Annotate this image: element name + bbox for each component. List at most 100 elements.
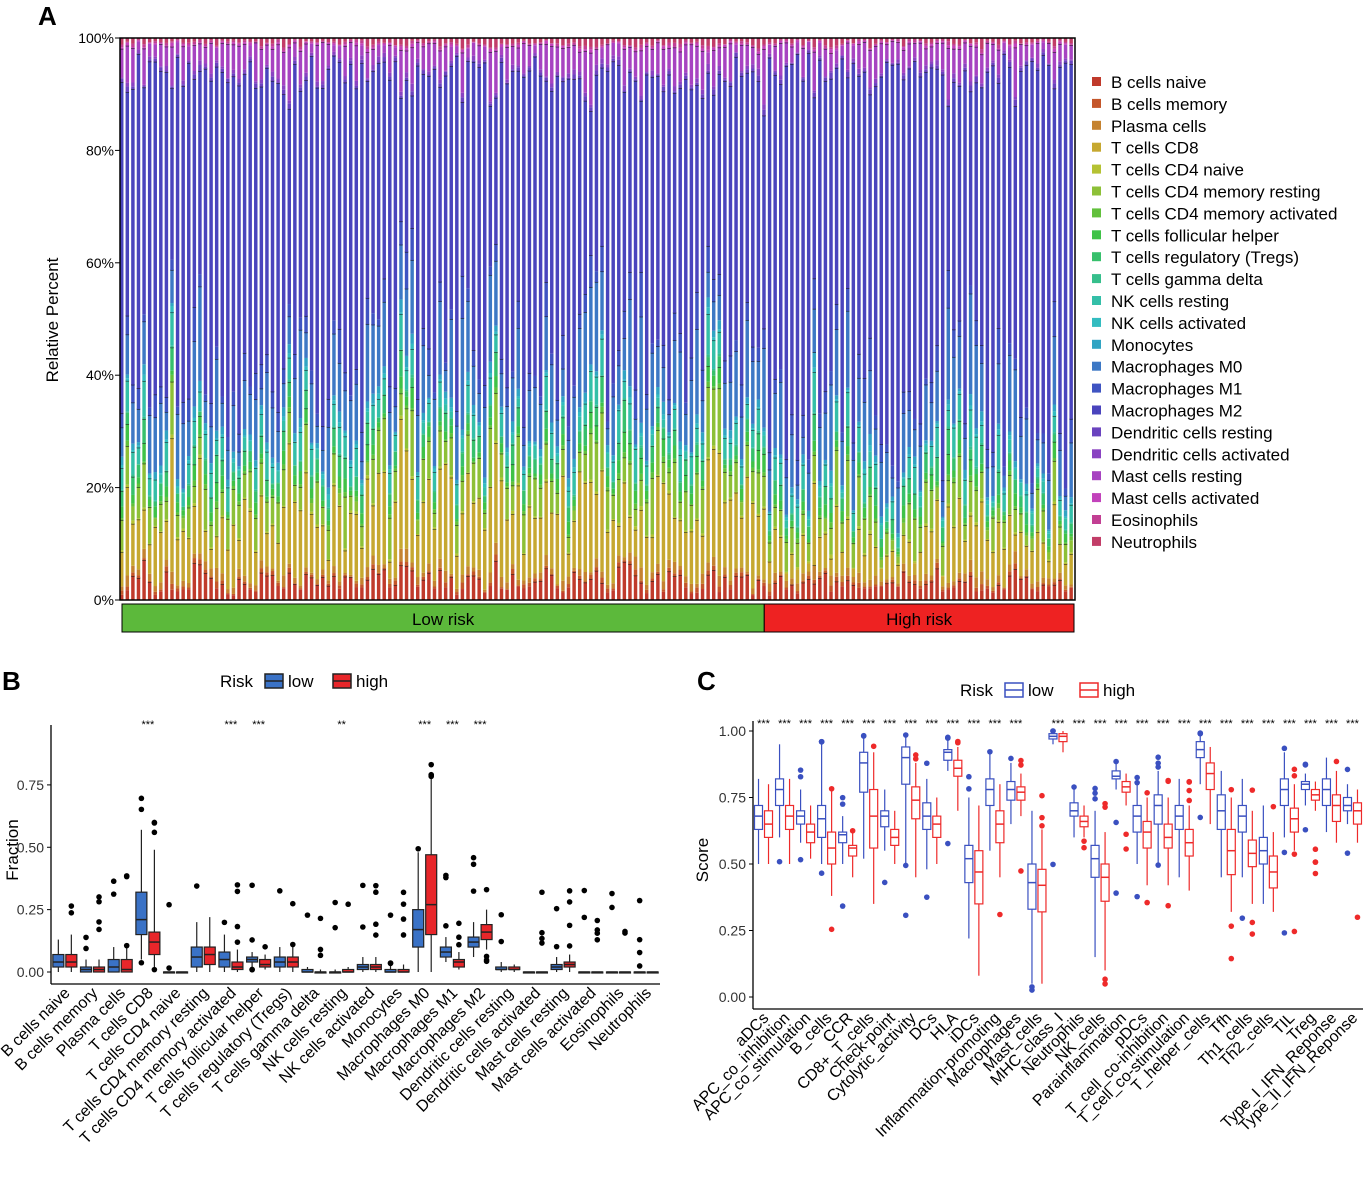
bar-segment — [281, 431, 286, 451]
bar-segment — [991, 587, 995, 591]
bar-segment — [695, 518, 699, 521]
bar-segment — [348, 395, 353, 401]
bar-segment — [672, 46, 677, 48]
bar-segment — [203, 434, 208, 459]
bar-segment — [421, 422, 426, 434]
bar-segment — [304, 332, 308, 358]
bar-segment — [896, 537, 900, 548]
bar-segment — [611, 493, 615, 496]
bar-segment — [840, 55, 844, 59]
bar-segment — [371, 427, 375, 430]
bar-segment — [656, 430, 660, 475]
bar-segment — [980, 421, 984, 426]
bar-segment — [516, 398, 520, 407]
bar-segment — [723, 38, 727, 45]
bar-segment — [801, 48, 805, 77]
bar-segment — [924, 580, 928, 585]
bar-segment — [980, 52, 984, 55]
bar-segment — [125, 92, 130, 316]
bar-segment — [700, 89, 705, 95]
bar-segment — [455, 504, 459, 506]
bar-segment — [510, 485, 515, 511]
bar-segment — [756, 81, 761, 348]
bar-segment — [460, 438, 465, 452]
bar-segment — [985, 540, 990, 580]
bar-segment — [147, 507, 152, 544]
bar-segment — [767, 595, 772, 600]
bar-segment — [896, 554, 900, 557]
bar-segment — [773, 572, 777, 581]
bar-segment — [538, 69, 543, 73]
bar-segment — [739, 488, 744, 501]
bar-segment — [717, 320, 722, 330]
bar-segment — [790, 514, 794, 521]
bar-segment — [315, 579, 319, 585]
bar-segment — [940, 520, 945, 528]
bar-segment — [706, 72, 710, 247]
bar-segment — [628, 460, 632, 464]
bar-segment — [890, 577, 895, 580]
bar-segment — [466, 38, 470, 45]
bar-segment — [974, 434, 978, 437]
sample-bar — [890, 38, 895, 600]
bar-segment — [907, 67, 911, 69]
bar-segment — [265, 572, 269, 576]
bar-segment — [868, 433, 872, 446]
bar-segment — [371, 324, 375, 394]
bar-segment — [762, 38, 766, 45]
bar-segment — [611, 383, 615, 397]
sample-bar — [577, 38, 582, 600]
bar-segment — [555, 45, 560, 47]
bar-segment — [862, 503, 867, 508]
bar-segment — [175, 539, 180, 586]
bar-segment — [583, 312, 587, 393]
bar-segment — [237, 82, 241, 86]
bar-segment — [711, 375, 716, 387]
bar-segment — [834, 304, 839, 330]
bar-segment — [550, 353, 554, 365]
bar-segment — [242, 72, 247, 75]
bar-segment — [393, 433, 398, 436]
bar-segment — [968, 475, 973, 482]
bar-segment — [572, 520, 576, 522]
bar-segment — [851, 38, 856, 44]
bar-segment — [348, 42, 353, 58]
bar-segment — [566, 576, 571, 585]
bar-segment — [851, 568, 856, 577]
bar-segment — [996, 74, 1001, 78]
bar-segment — [879, 567, 883, 569]
bar-segment — [522, 76, 526, 428]
bar-segment — [404, 562, 409, 566]
bar-segment — [946, 506, 951, 583]
bar-segment — [661, 49, 666, 85]
bar-segment — [605, 532, 610, 585]
bar-segment — [494, 334, 498, 352]
bar-segment — [198, 391, 202, 412]
bar-segment — [460, 92, 465, 98]
bar-segment — [550, 478, 554, 482]
bar-segment — [455, 555, 459, 589]
bar-segment — [538, 464, 543, 475]
bar-segment — [198, 274, 202, 287]
bar-segment — [795, 39, 800, 41]
bar-segment — [935, 499, 939, 501]
bar-segment — [1030, 550, 1034, 552]
bar-segment — [728, 458, 733, 460]
bar-segment — [142, 416, 146, 420]
sample-bar — [415, 38, 420, 600]
bar-segment — [801, 45, 805, 47]
bar-segment — [421, 46, 426, 70]
bar-segment — [248, 56, 252, 59]
bar-segment — [505, 83, 509, 388]
bar-segment — [706, 357, 710, 367]
bar-segment — [577, 569, 582, 576]
bar-segment — [779, 454, 783, 459]
bar-segment — [818, 497, 822, 508]
bar-segment — [376, 386, 381, 394]
bar-segment — [360, 548, 364, 578]
bar-segment — [142, 507, 146, 510]
bar-segment — [477, 393, 481, 423]
bar-segment — [622, 431, 627, 453]
bar-segment — [544, 372, 548, 377]
bar-segment — [633, 389, 638, 419]
